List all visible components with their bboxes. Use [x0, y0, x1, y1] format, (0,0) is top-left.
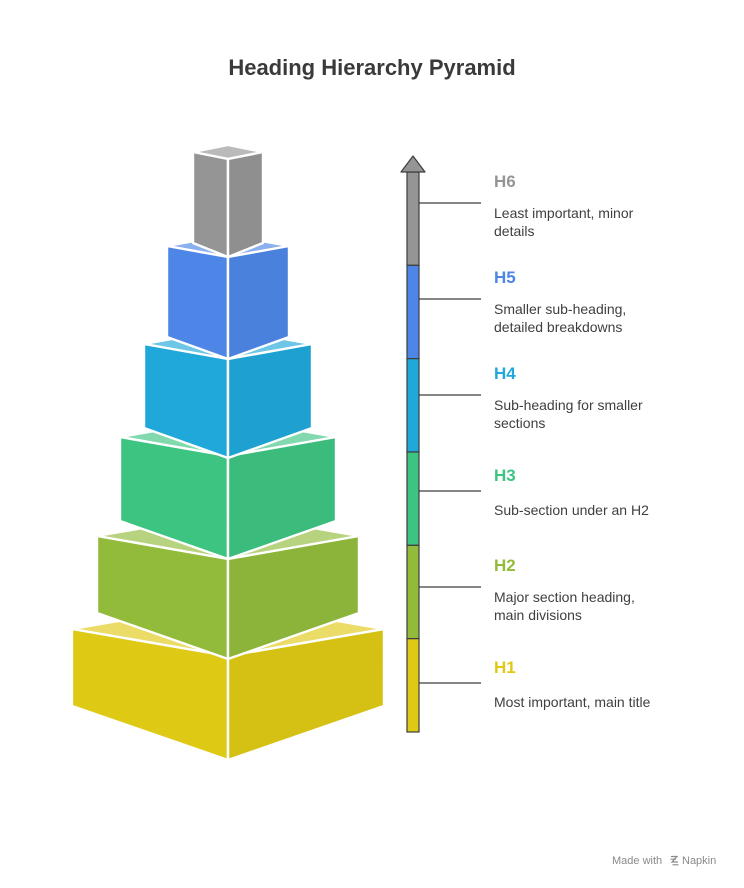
level-description-h3: Sub-section under an H2	[494, 502, 649, 518]
footer-brand: Napkin	[682, 855, 716, 867]
level-description-h4: Sub-heading for smaller	[494, 397, 643, 413]
footer-made-with: Made with	[612, 855, 662, 867]
level-label-h1: H1 Most important, main title	[419, 658, 651, 710]
level-label-h2: H2 Major section heading, main divisions	[419, 556, 635, 623]
pyramid-block-h5	[165, 233, 291, 361]
hierarchy-axis	[400, 155, 426, 733]
block-h6-left-face	[191, 150, 230, 259]
level-label-h4: H4 Sub-heading for smaller sections	[419, 364, 643, 431]
diagram-title: Heading Hierarchy Pyramid	[228, 55, 515, 80]
level-title-h3: H3	[494, 466, 516, 485]
level-description-h6: Least important, minor	[494, 205, 634, 221]
level-label-h6: H6 Least important, minor details	[419, 172, 634, 239]
axis-arrow-up-icon	[400, 155, 426, 173]
block-h1-right-face	[226, 627, 386, 762]
axis-segment-h5	[406, 264, 420, 360]
block-h4-right-face	[226, 342, 314, 460]
level-description-h2: main divisions	[494, 607, 582, 623]
level-title-h1: H1	[494, 658, 516, 677]
level-title-h2: H2	[494, 556, 516, 575]
level-labels: H6 Least important, minor details H5 Smaller…	[419, 172, 651, 710]
axis-segment-h1	[406, 638, 420, 733]
footer-credit: Made with Napkin	[612, 855, 716, 867]
axis-segment-h6	[406, 171, 420, 266]
level-description-h6: details	[494, 223, 534, 239]
level-description-h1: Most important, main title	[494, 694, 651, 710]
axis-segment-h2	[406, 544, 420, 640]
level-title-h5: H5	[494, 268, 516, 287]
block-h6-right-face	[226, 150, 265, 259]
level-description-h4: sections	[494, 415, 545, 431]
axis-segment-h3	[406, 451, 420, 546]
level-description-h2: Major section heading,	[494, 589, 635, 605]
axis-segment-h4	[406, 358, 420, 453]
level-description-h5: detailed breakdowns	[494, 319, 622, 335]
block-h3-right-face	[226, 435, 338, 561]
level-description-h5: Smaller sub-heading,	[494, 301, 626, 317]
block-h5-right-face	[226, 244, 291, 361]
level-title-h6: H6	[494, 172, 516, 191]
pyramid-block-h2	[95, 511, 361, 661]
level-label-h3: H3 Sub-section under an H2	[419, 466, 649, 518]
block-h2-right-face	[226, 534, 361, 661]
pyramid-block-h6	[191, 143, 265, 259]
pyramid	[70, 143, 386, 762]
napkin-logo-icon	[670, 855, 679, 866]
level-title-h4: H4	[494, 364, 516, 383]
level-label-h5: H5 Smaller sub-heading, detailed breakdown…	[419, 268, 626, 335]
